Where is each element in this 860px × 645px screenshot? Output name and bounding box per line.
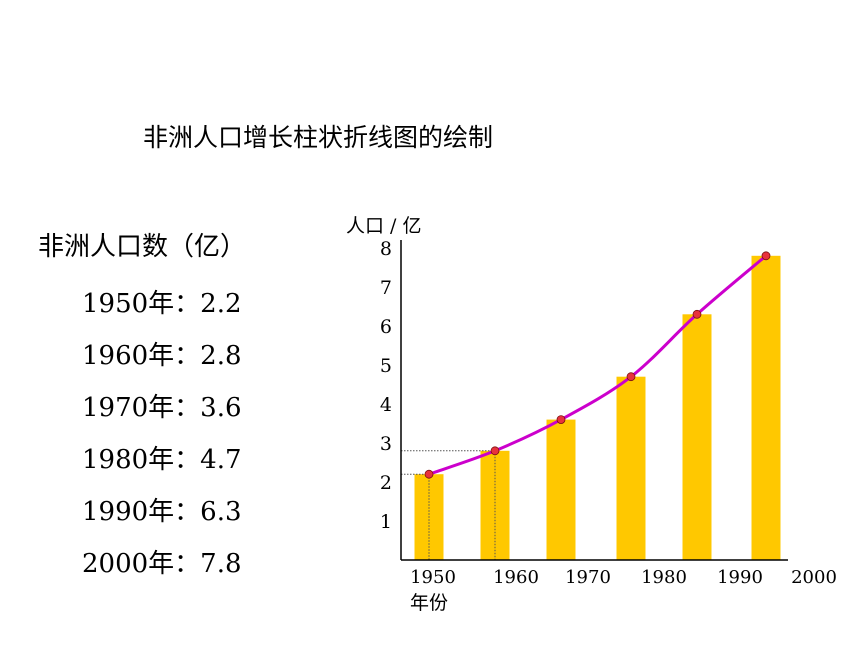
point-2000	[761, 251, 771, 261]
y-tick-label: 7	[380, 277, 392, 299]
y-tick-label: 4	[380, 394, 392, 416]
page-title: 非洲人口增长柱状折线图的绘制	[143, 123, 494, 152]
population-list: 1950年：2.2 1960年：2.8 1970年：3.6 1980年：4.7 …	[82, 284, 242, 596]
x-tick-label: 1960	[493, 567, 539, 588]
point-1960	[490, 446, 500, 456]
point-1980	[626, 372, 636, 382]
list-item: 1980年：4.7	[82, 445, 242, 475]
list-item: 1990年：6.3	[82, 497, 242, 527]
point-1990	[692, 309, 702, 319]
y-tick-label: 3	[380, 433, 392, 455]
x-tick-label: 1950	[410, 567, 456, 588]
y-tick-label: 6	[380, 316, 392, 338]
x-tick-label: 1990	[717, 567, 763, 588]
list-item: 1960年：2.8	[82, 341, 242, 371]
y-tick-label: 1	[380, 511, 392, 533]
x-tick-label: 2000	[791, 567, 837, 588]
x-tick-label: 1970	[565, 567, 611, 588]
list-item: 1950年：2.2	[82, 289, 242, 319]
series-line	[428, 254, 767, 476]
bar-1970	[546, 419, 576, 560]
y-axis-label: 人口 / 亿	[346, 215, 421, 237]
bar-2000	[751, 255, 781, 561]
point-1950	[424, 469, 434, 479]
x-axis-label: 年份	[410, 592, 448, 614]
y-tick-label: 2	[380, 472, 392, 494]
point-1970	[556, 415, 566, 425]
list-item: 1970年：3.6	[82, 393, 242, 423]
bar-1990	[682, 314, 712, 560]
population-list-heading: 非洲人口数（亿）	[38, 232, 247, 262]
y-tick-label: 8	[380, 238, 392, 260]
list-item: 2000年：7.8	[82, 549, 242, 579]
x-tick-label: 1980	[641, 567, 687, 588]
y-tick-label: 5	[380, 355, 392, 377]
bar-1980	[616, 376, 646, 560]
